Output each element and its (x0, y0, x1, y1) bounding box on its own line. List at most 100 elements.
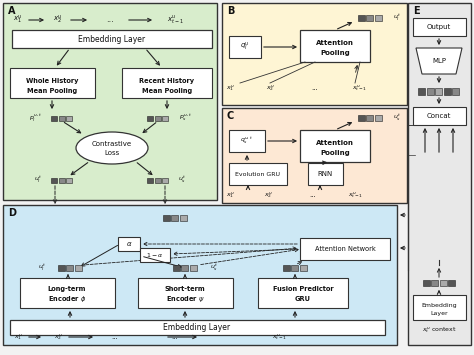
Bar (375, 115, 382, 121)
Bar (147, 178, 154, 182)
Bar (300, 238, 390, 260)
Text: $p_s^{u,t}$: $p_s^{u,t}$ (180, 113, 192, 123)
Text: Mean Pooling: Mean Pooling (27, 88, 77, 94)
Bar (190, 265, 197, 271)
Text: $1-\alpha$: $1-\alpha$ (146, 251, 164, 259)
Text: $u_l^t$: $u_l^t$ (393, 13, 401, 23)
Text: $x_1^u$: $x_1^u$ (13, 14, 23, 26)
Bar (444, 87, 451, 94)
Text: $u_l^t$: $u_l^t$ (38, 263, 46, 273)
Bar (300, 265, 307, 271)
Bar (222, 108, 407, 203)
Bar (163, 178, 168, 182)
Bar (366, 115, 374, 121)
Ellipse shape (76, 132, 148, 164)
Text: $q_l^u$: $q_l^u$ (240, 41, 250, 53)
Text: Concat: Concat (427, 113, 451, 119)
Bar (423, 280, 430, 286)
Text: Embedding Layer: Embedding Layer (78, 34, 146, 44)
Text: Attention: Attention (316, 40, 354, 46)
Text: C: C (227, 111, 234, 121)
Text: ...: ... (172, 334, 178, 340)
Bar (413, 107, 466, 125)
Text: $x_{t-1}^u$: $x_{t-1}^u$ (348, 190, 364, 200)
Text: Long-term: Long-term (48, 286, 86, 292)
Bar (172, 215, 179, 221)
Bar (138, 278, 233, 308)
Polygon shape (416, 48, 462, 74)
Bar (300, 30, 370, 62)
Text: Layer: Layer (430, 311, 448, 316)
Bar (431, 280, 438, 286)
Text: $x_1^u$: $x_1^u$ (226, 190, 234, 200)
Bar (292, 265, 299, 271)
Bar (66, 265, 73, 271)
Text: $u_s^t$: $u_s^t$ (210, 263, 218, 273)
Bar (300, 130, 370, 162)
Text: ...: ... (310, 192, 316, 198)
Bar (180, 215, 187, 221)
Bar (258, 278, 348, 308)
Bar (52, 115, 57, 120)
Text: Fusion Predictor: Fusion Predictor (273, 286, 333, 292)
Text: D: D (8, 208, 16, 218)
Text: $x_1^u$: $x_1^u$ (14, 332, 22, 342)
Text: $x_2^u$: $x_2^u$ (264, 190, 273, 200)
Text: MLP: MLP (432, 58, 446, 64)
Bar (140, 248, 170, 262)
Text: $q_s^{u,t}$: $q_s^{u,t}$ (240, 136, 254, 146)
Bar (12, 30, 212, 48)
Bar (58, 265, 65, 271)
Text: ...: ... (111, 334, 118, 340)
Bar (10, 320, 385, 335)
Bar (182, 265, 189, 271)
Bar (163, 115, 168, 120)
Text: Pooling: Pooling (320, 50, 350, 56)
Text: $u_s^t$: $u_s^t$ (178, 175, 186, 185)
Bar (20, 278, 115, 308)
Text: RNN: RNN (318, 171, 333, 177)
Text: $u_l^t$: $u_l^t$ (34, 175, 42, 185)
Bar (66, 178, 73, 182)
Text: GRU: GRU (295, 296, 311, 302)
Bar (173, 265, 180, 271)
Bar (10, 68, 95, 98)
Bar (155, 115, 161, 120)
Text: Encoder $\phi$: Encoder $\phi$ (48, 294, 86, 304)
Bar (66, 115, 73, 120)
Text: Loss: Loss (104, 150, 119, 156)
Text: $x_2^u$: $x_2^u$ (265, 83, 274, 93)
Text: Embedding: Embedding (421, 302, 457, 307)
Bar (229, 130, 265, 152)
Text: Mean Pooling: Mean Pooling (142, 88, 192, 94)
Bar (436, 87, 443, 94)
Bar (283, 265, 290, 271)
Bar (75, 265, 82, 271)
Text: Contrastive: Contrastive (92, 141, 132, 147)
Text: $x_{t-1}^u$: $x_{t-1}^u$ (352, 83, 368, 93)
Text: $x_{t-1}^u$: $x_{t-1}^u$ (273, 332, 288, 342)
Bar (308, 163, 343, 185)
Bar (59, 115, 65, 120)
Bar (358, 15, 365, 21)
Bar (366, 15, 374, 21)
Bar (59, 178, 65, 182)
Text: $x_2^u$: $x_2^u$ (53, 14, 63, 26)
Text: $u_s^t$: $u_s^t$ (393, 113, 401, 123)
Text: Recent History: Recent History (139, 78, 194, 84)
Text: E: E (413, 6, 419, 16)
Text: ...: ... (106, 16, 114, 24)
Text: B: B (227, 6, 234, 16)
Text: $x_1^u$: $x_1^u$ (226, 83, 234, 93)
Bar (419, 87, 426, 94)
Text: Short-term: Short-term (164, 286, 205, 292)
Bar (440, 280, 447, 286)
Bar (52, 178, 57, 182)
Text: ...: ... (311, 85, 319, 91)
Bar (3, 205, 397, 345)
Text: $x_t^u$ context: $x_t^u$ context (422, 325, 456, 335)
Bar (413, 18, 466, 36)
Bar (118, 237, 140, 251)
Text: Whole History: Whole History (26, 78, 78, 84)
Text: Attention: Attention (316, 140, 354, 146)
